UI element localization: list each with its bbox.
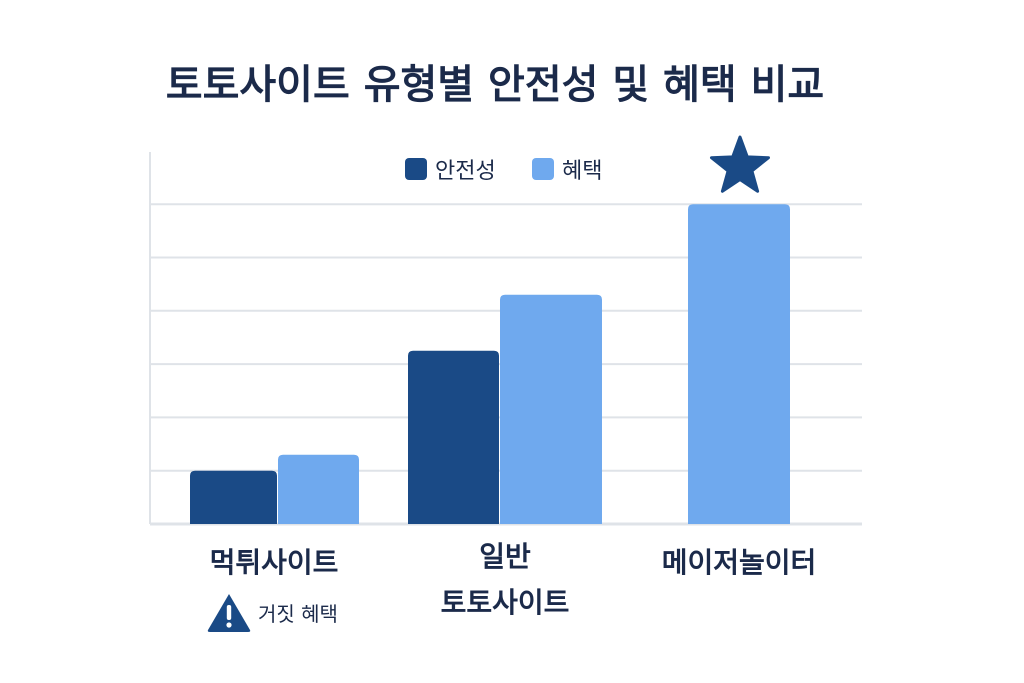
warning-mark — [226, 605, 232, 620]
bars — [190, 204, 790, 524]
warning-dot — [226, 622, 232, 628]
category-label-3: 메이저놀이터 — [662, 546, 817, 579]
legend-label: 안전성 — [435, 159, 496, 184]
annotations: 거짓 혜택 — [207, 135, 770, 632]
warning-icon — [207, 594, 251, 632]
bar-1-혜택 — [278, 454, 359, 524]
category-label-2-line-2: 토토사이트 — [441, 586, 570, 619]
bar-2-혜택 — [500, 294, 602, 524]
note-fake-benefit: 거짓 혜택 — [258, 602, 338, 626]
bar-1-안전성 — [190, 470, 277, 524]
legend-item-1: 안전성 — [405, 158, 496, 184]
legend-item-2: 혜택 — [532, 158, 602, 184]
category-label-1: 먹튀사이트 — [210, 546, 339, 579]
legend-swatch — [405, 158, 427, 180]
bar-2-안전성 — [408, 350, 499, 524]
legend: 안전성 혜택 — [405, 158, 602, 184]
chart-title: 토토사이트 유형별 안전성 및 혜택 비교 — [166, 62, 824, 108]
legend-swatch — [532, 158, 554, 180]
star-icon — [710, 135, 770, 193]
category-label-2-line-1: 일반 — [479, 540, 531, 573]
legend-label: 혜택 — [562, 159, 602, 184]
bar-3-혜택 — [688, 204, 790, 524]
